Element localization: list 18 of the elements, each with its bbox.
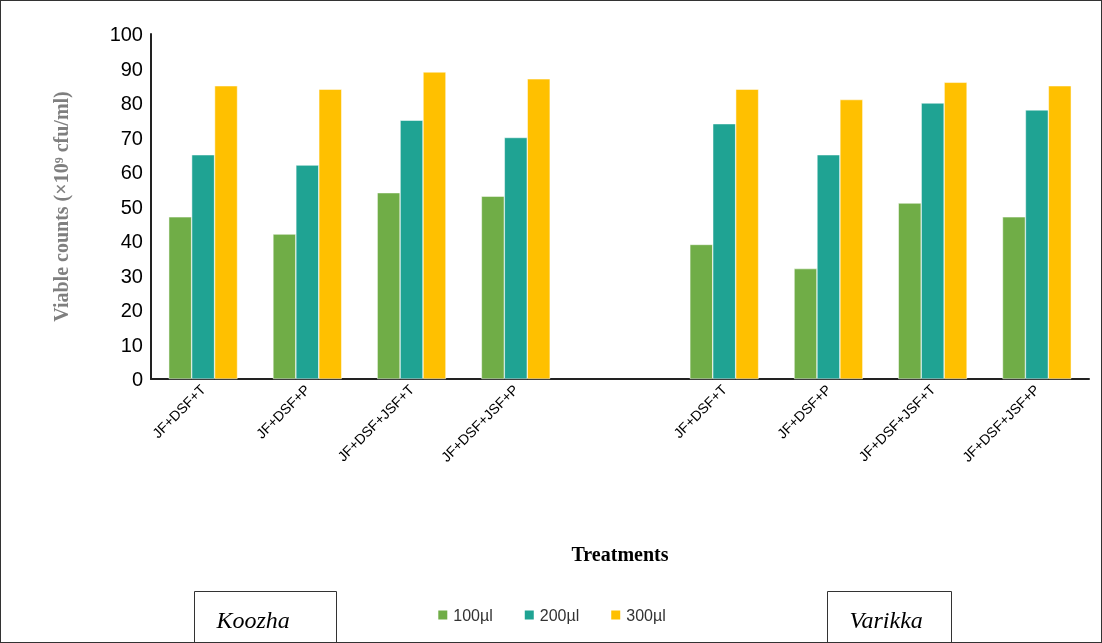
y-tick-label: 70 bbox=[120, 126, 143, 149]
y-tick-label: 0 bbox=[131, 368, 143, 390]
y-tick-label: 20 bbox=[120, 299, 143, 321]
y-tick-label: 100 bbox=[109, 23, 143, 45]
y-tick-label: 60 bbox=[120, 161, 143, 183]
x-axis-title: Treatments bbox=[571, 543, 669, 565]
y-tick-label: 10 bbox=[120, 333, 143, 356]
legend-label: 300µl bbox=[626, 606, 666, 624]
y-tick-label: 40 bbox=[120, 230, 143, 252]
y-tick-label: 80 bbox=[120, 92, 143, 114]
text: Varikka bbox=[849, 606, 923, 633]
y-tick-label: 50 bbox=[120, 195, 143, 218]
text: Koozha bbox=[215, 606, 290, 633]
y-axis-title: Viable counts (×10⁹ cfu/ml) bbox=[50, 91, 73, 322]
y-tick-label: 30 bbox=[120, 264, 143, 287]
y-tick-label: 90 bbox=[120, 57, 143, 80]
legend-label: 100µl bbox=[453, 606, 493, 624]
legend-label: 200µl bbox=[539, 606, 580, 624]
